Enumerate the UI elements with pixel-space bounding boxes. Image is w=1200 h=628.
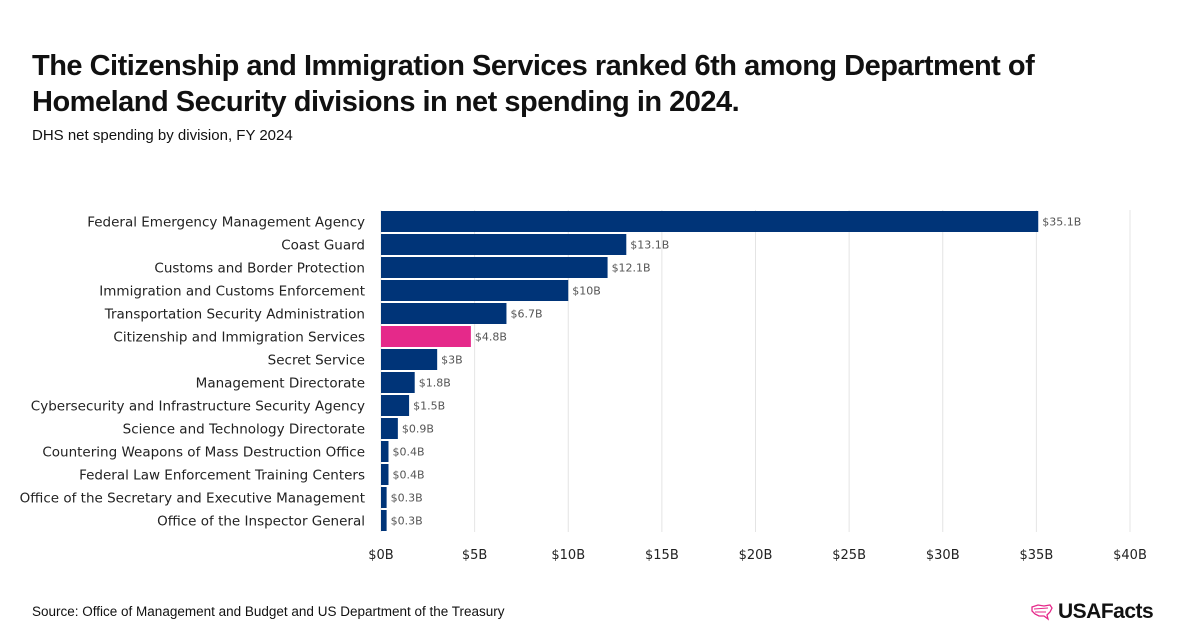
- usafacts-logo: USAFacts: [1030, 600, 1154, 624]
- logo-text: USAFacts: [1058, 600, 1154, 623]
- bar: [381, 510, 387, 531]
- bar: [381, 418, 398, 439]
- data-label: $0.4B: [392, 446, 424, 459]
- data-label: $10B: [572, 285, 601, 298]
- source-note: Source: Office of Management and Budget …: [32, 604, 505, 619]
- category-label: Customs and Border Protection: [154, 261, 365, 277]
- category-label: Coast Guard: [281, 238, 365, 254]
- data-label: $1.8B: [419, 377, 451, 390]
- x-tick-label: $35B: [1020, 548, 1054, 563]
- data-label: $1.5B: [413, 400, 445, 413]
- category-label: Transportation Security Administration: [104, 307, 365, 323]
- bar: [381, 372, 415, 393]
- data-label: $35.1B: [1042, 216, 1081, 229]
- data-label: $0.4B: [392, 469, 424, 482]
- data-label: $13.1B: [630, 239, 669, 252]
- x-tick-label: $5B: [462, 548, 487, 563]
- x-tick-label: $0B: [368, 548, 393, 563]
- bar: [381, 257, 608, 278]
- category-label: Cybersecurity and Infrastructure Securit…: [31, 399, 365, 415]
- data-label: $12.1B: [612, 262, 651, 275]
- us-map-icon: [1031, 604, 1053, 621]
- chart-subtitle: DHS net spending by division, FY 2024: [32, 127, 293, 144]
- data-label: $0.3B: [391, 492, 423, 505]
- x-tick-label: $20B: [739, 548, 773, 563]
- bar: [381, 211, 1039, 232]
- category-label: Federal Law Enforcement Training Centers: [79, 468, 365, 484]
- bar: [381, 280, 569, 301]
- bar: [381, 487, 387, 508]
- category-label: Science and Technology Directorate: [123, 422, 365, 438]
- data-label: $0.3B: [391, 515, 423, 528]
- bar: [381, 326, 471, 347]
- data-label: $4.8B: [475, 331, 507, 344]
- data-label: $0.9B: [402, 423, 434, 436]
- category-label: Immigration and Customs Enforcement: [99, 284, 365, 300]
- bar: [381, 234, 627, 255]
- bar: [381, 441, 389, 462]
- data-label: $6.7B: [510, 308, 542, 321]
- bar: [381, 464, 389, 485]
- category-label: Citizenship and Immigration Services: [113, 330, 365, 346]
- category-label: Federal Emergency Management Agency: [87, 215, 365, 231]
- category-label: Office of the Inspector General: [157, 514, 365, 530]
- bar: [381, 349, 438, 370]
- x-tick-label: $15B: [645, 548, 679, 563]
- bar: [381, 303, 507, 324]
- category-label: Office of the Secretary and Executive Ma…: [20, 491, 365, 507]
- chart-title: The Citizenship and Immigration Services…: [32, 50, 1035, 118]
- category-label: Management Directorate: [196, 376, 365, 392]
- category-label: Countering Weapons of Mass Destruction O…: [42, 445, 365, 461]
- x-tick-label: $30B: [926, 548, 960, 563]
- data-label: $3B: [441, 354, 463, 367]
- x-tick-label: $10B: [551, 548, 585, 563]
- category-label: Secret Service: [268, 353, 365, 369]
- x-tick-label: $25B: [832, 548, 866, 563]
- x-tick-label: $40B: [1113, 548, 1147, 563]
- bar: [381, 395, 410, 416]
